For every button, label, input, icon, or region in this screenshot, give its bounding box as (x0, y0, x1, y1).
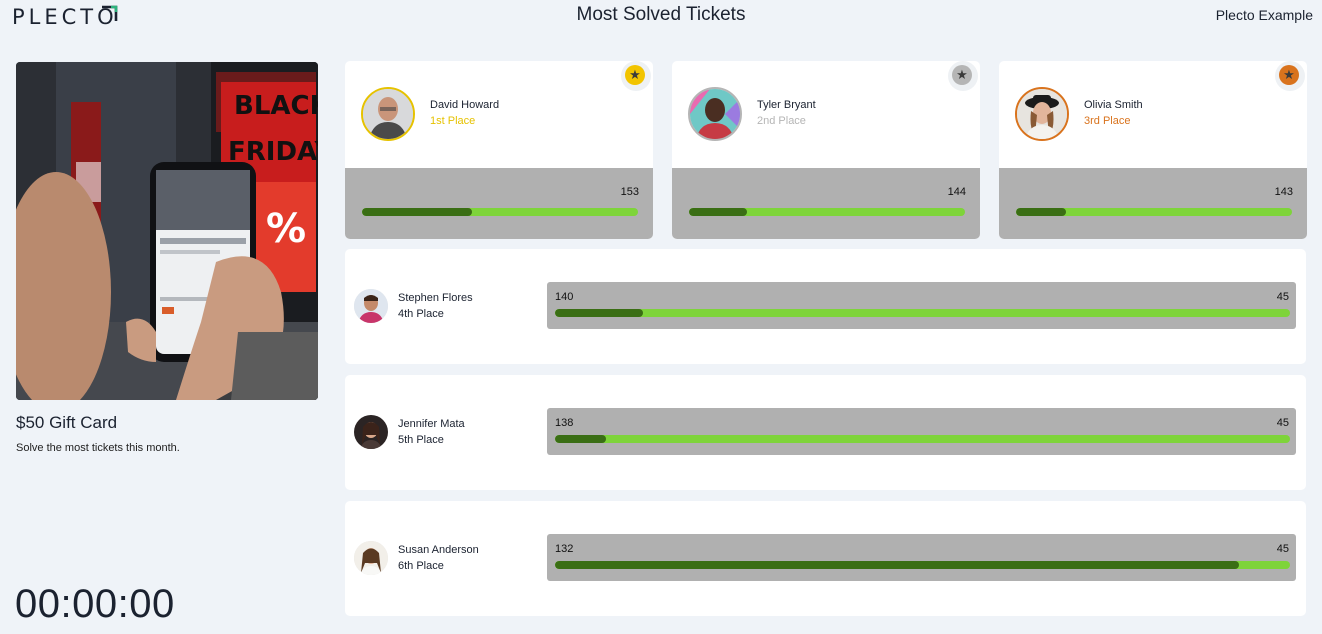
row-name: Stephen Flores (398, 292, 473, 304)
progress-fill (362, 208, 473, 216)
logo-mark-icon (102, 5, 118, 21)
row-value: 140 (555, 291, 574, 303)
podium-card-3rd[interactable]: Olivia Smith 3rd Place ★ 143 (999, 61, 1307, 239)
podium-value: 153 (620, 186, 639, 198)
row-place: 5th Place (398, 434, 444, 446)
avatar (354, 541, 388, 575)
podium-progress-panel: 143 (999, 168, 1307, 239)
silver-star-icon: ★ (952, 65, 972, 85)
podium-name: Tyler Bryant (757, 99, 816, 111)
svg-text:BLACK: BLACK (234, 91, 318, 121)
svg-text:%: % (266, 206, 306, 252)
avatar (1015, 87, 1069, 141)
podium-value: 144 (947, 186, 966, 198)
svg-text:FRIDAY: FRIDAY (228, 137, 318, 167)
gold-star-icon: ★ (625, 65, 645, 85)
progress-fill (689, 208, 747, 216)
plecto-logo: PLECTO (12, 5, 118, 29)
row-progress-panel: 140 45 (547, 282, 1296, 329)
leaderboard-row-4th[interactable]: Stephen Flores 4th Place 140 45 (345, 249, 1306, 364)
account-name[interactable]: Plecto Example (1215, 7, 1313, 23)
podium-name: David Howard (430, 99, 500, 111)
avatar (354, 289, 388, 323)
progress-bar (1016, 208, 1292, 216)
progress-fill (555, 435, 607, 443)
avatar (361, 87, 415, 141)
leaderboard-row-6th[interactable]: Susan Anderson 6th Place 132 45 (345, 501, 1306, 616)
medal-badge: ★ (1275, 61, 1305, 91)
progress-bar (555, 435, 1290, 443)
leaderboard-row-5th[interactable]: Jennifer Mata 5th Place 138 45 (345, 375, 1306, 490)
row-target: 45 (1276, 543, 1289, 555)
bronze-star-icon: ★ (1279, 65, 1299, 85)
row-target: 45 (1276, 417, 1289, 429)
prize-image: BLACK FRIDAY % (16, 62, 318, 400)
podium-progress-panel: 144 (672, 168, 980, 239)
progress-bar (555, 309, 1290, 317)
progress-fill (555, 309, 644, 317)
row-value: 132 (555, 543, 574, 555)
podium-progress-panel: 153 (345, 168, 653, 239)
avatar (688, 87, 742, 141)
podium-place: 2nd Place (757, 115, 806, 127)
progress-bar (555, 561, 1290, 569)
progress-fill (555, 561, 1239, 569)
row-place: 4th Place (398, 308, 444, 320)
prize-title: $50 Gift Card (16, 413, 118, 432)
podium-place: 3rd Place (1084, 115, 1131, 127)
podium-card-2nd[interactable]: Tyler Bryant 2nd Place ★ 144 (672, 61, 980, 239)
progress-bar (362, 208, 638, 216)
avatar (354, 415, 388, 449)
podium-card-1st[interactable]: David Howard 1st Place ★ 153 (345, 61, 653, 239)
prize-description: Solve the most tickets this month. (16, 442, 180, 454)
progress-fill (1016, 208, 1066, 216)
countdown-timer: 00:00:00 (15, 582, 175, 626)
row-name: Susan Anderson (398, 544, 479, 556)
medal-badge: ★ (621, 61, 651, 91)
row-progress-panel: 138 45 (547, 408, 1296, 455)
page-title: Most Solved Tickets (576, 4, 746, 25)
row-name: Jennifer Mata (398, 418, 465, 430)
row-progress-panel: 132 45 (547, 534, 1296, 581)
podium-value: 143 (1274, 186, 1293, 198)
row-target: 45 (1276, 291, 1289, 303)
progress-bar (689, 208, 965, 216)
medal-badge: ★ (948, 61, 978, 91)
row-place: 6th Place (398, 560, 444, 572)
podium-name: Olivia Smith (1084, 99, 1143, 111)
row-value: 138 (555, 417, 574, 429)
podium-place: 1st Place (430, 115, 476, 127)
